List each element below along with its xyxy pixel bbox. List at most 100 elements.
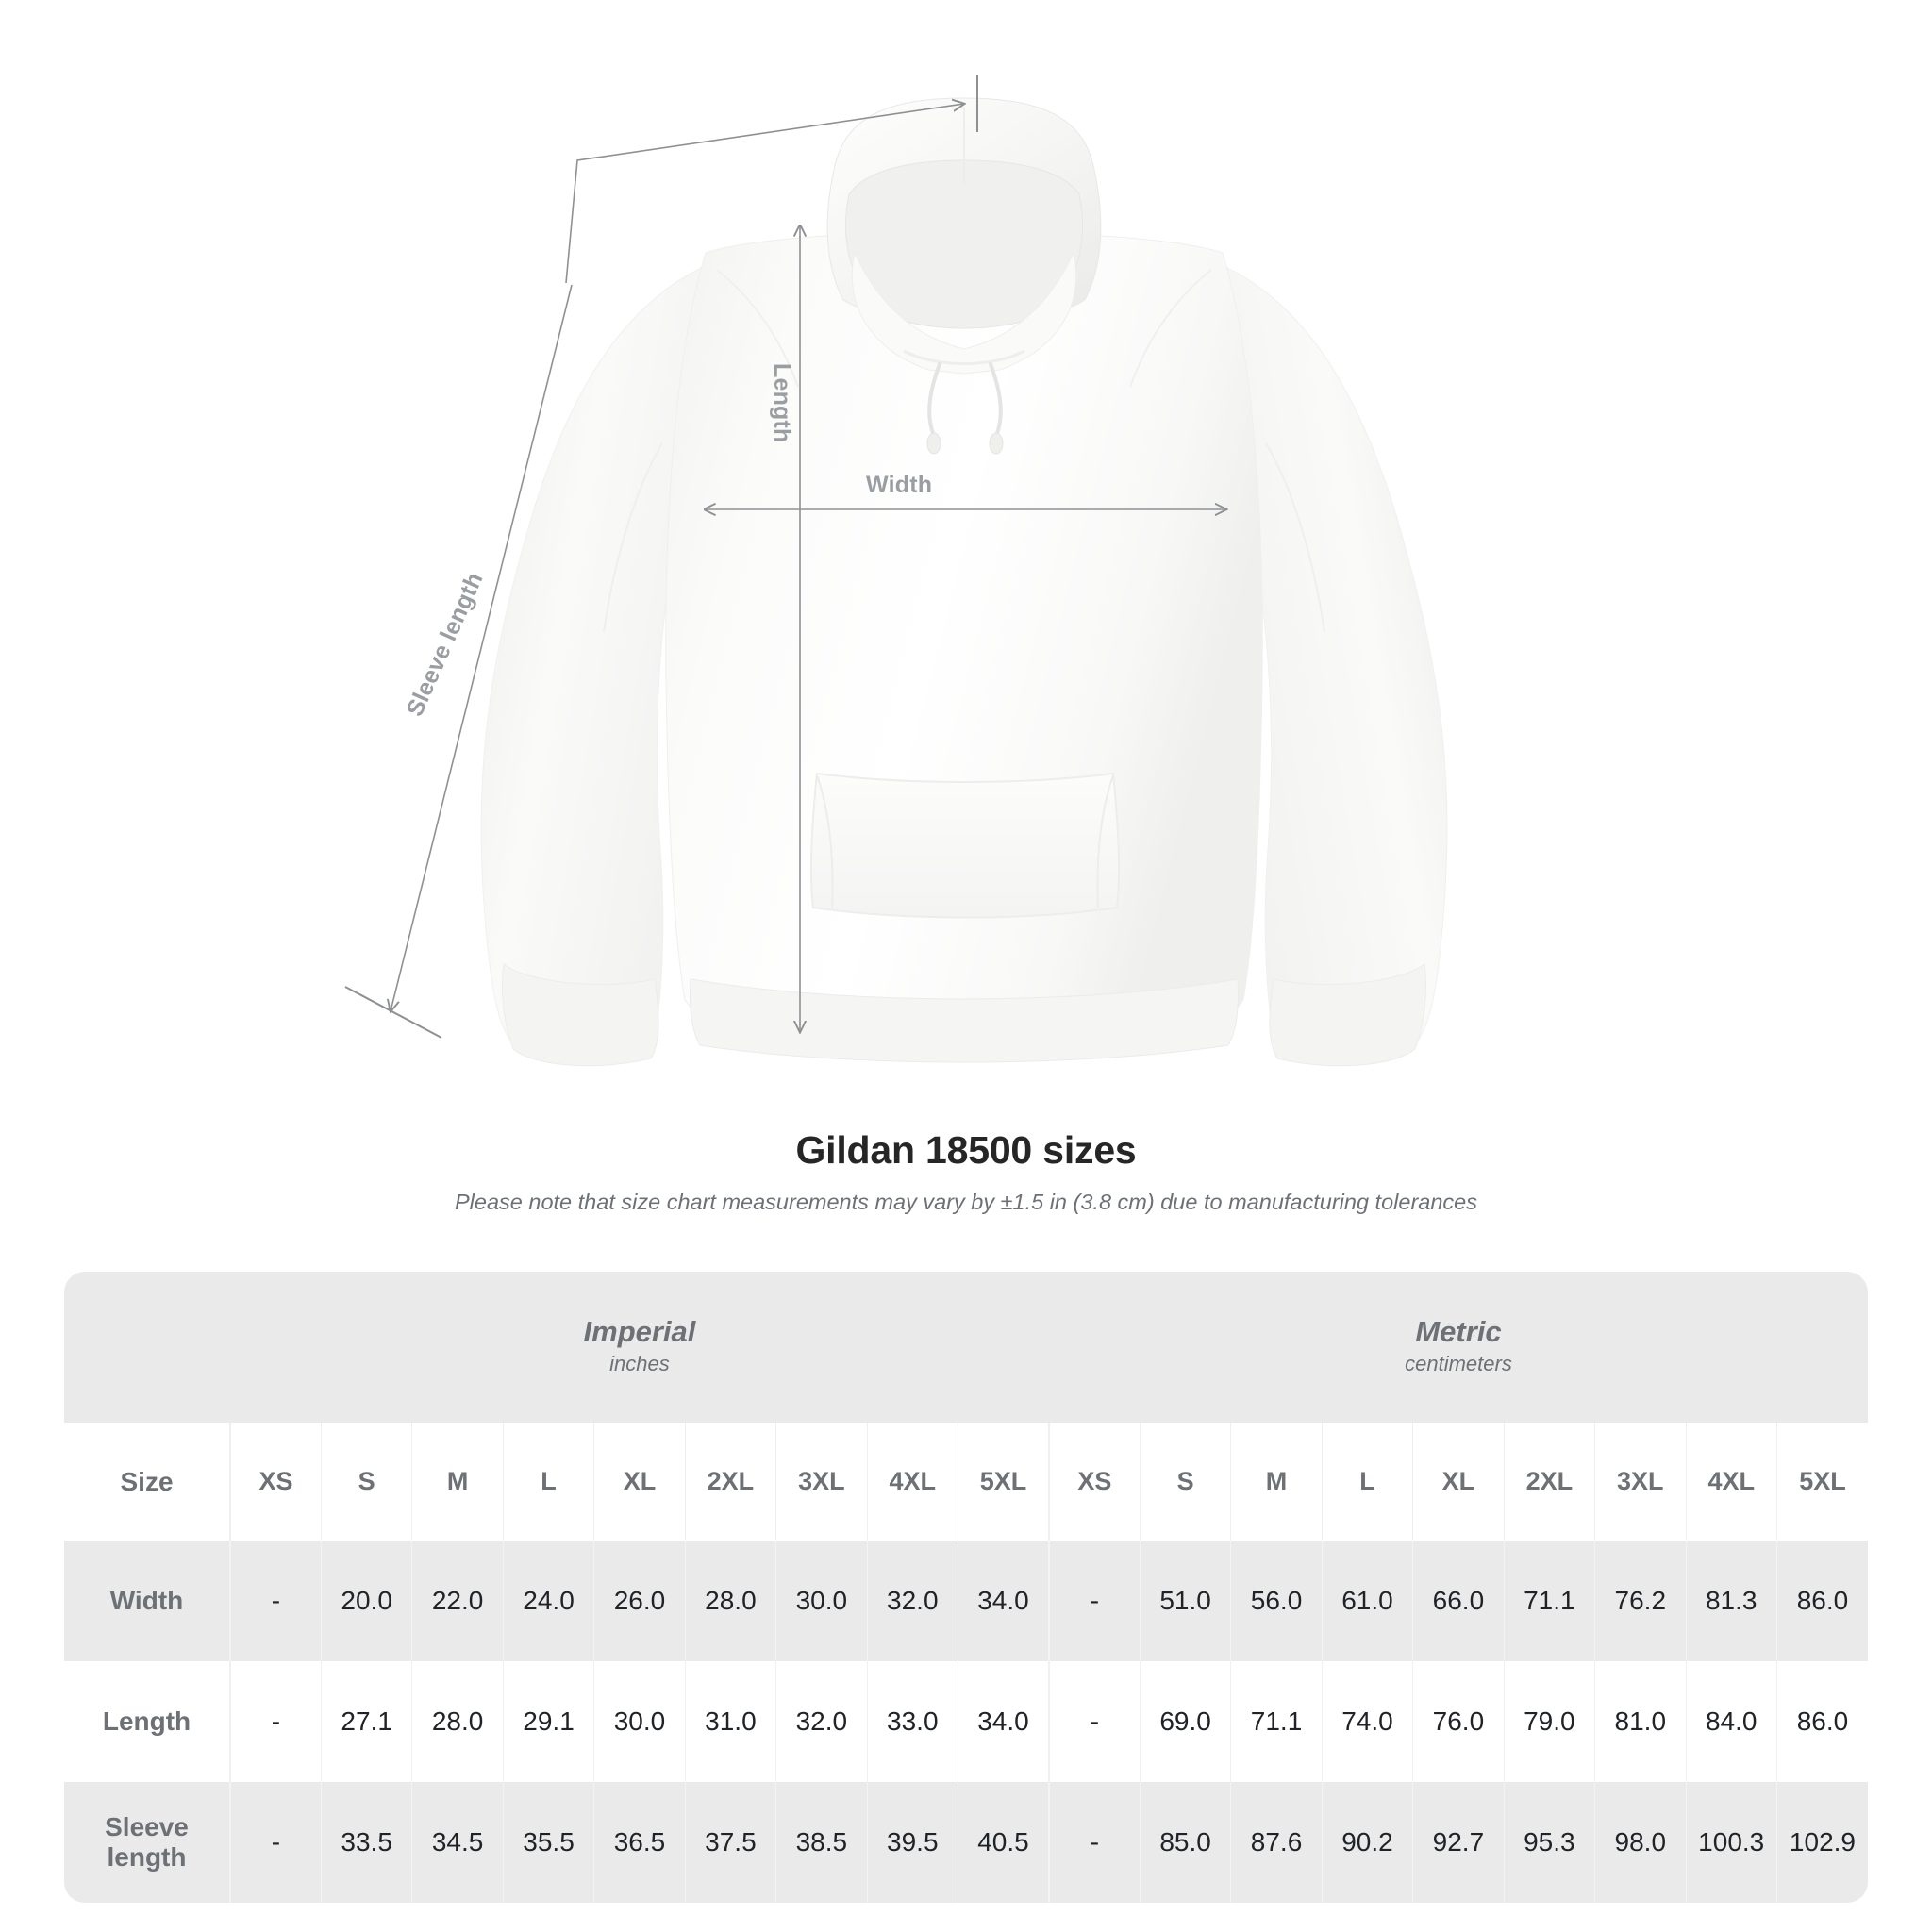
size-header-imperial-4xl: 4XL — [866, 1423, 958, 1541]
size-header-imperial-xs: XS — [228, 1423, 322, 1541]
cell-width-imperial-s: 20.0 — [320, 1541, 412, 1661]
size-header-imperial-l: L — [502, 1423, 594, 1541]
size-table-container: Imperial inches Metric centimeters Size … — [64, 1272, 1868, 1903]
sleeve-end-tick — [344, 986, 442, 1039]
cell-length-metric-xs: - — [1047, 1661, 1141, 1782]
cell-sleeve-metric-xl: 92.7 — [1412, 1782, 1505, 1903]
table-row: Length - 27.1 28.0 29.1 30.0 31.0 32.0 3… — [64, 1661, 1868, 1782]
cell-width-imperial-l: 24.0 — [502, 1541, 594, 1661]
cell-length-imperial-xl: 30.0 — [593, 1661, 686, 1782]
cell-length-metric-m: 71.1 — [1230, 1661, 1323, 1782]
cell-width-metric-l: 61.0 — [1321, 1541, 1413, 1661]
cell-length-metric-5xl: 86.0 — [1775, 1661, 1868, 1782]
row-label-sleeve-length: Sleeve length — [64, 1782, 230, 1903]
cell-sleeve-imperial-s: 33.5 — [320, 1782, 412, 1903]
cell-sleeve-metric-xs: - — [1047, 1782, 1141, 1903]
page-title: Gildan 18500 sizes — [795, 1128, 1137, 1172]
cell-width-metric-3xl: 76.2 — [1594, 1541, 1686, 1661]
size-header-metric-l: L — [1321, 1423, 1413, 1541]
cell-sleeve-imperial-3xl: 38.5 — [775, 1782, 868, 1903]
cell-length-imperial-3xl: 32.0 — [775, 1661, 868, 1782]
cell-length-metric-2xl: 79.0 — [1503, 1661, 1595, 1782]
cell-width-imperial-3xl: 30.0 — [775, 1541, 868, 1661]
row-label-length: Length — [64, 1661, 230, 1782]
cell-width-imperial-5xl: 34.0 — [957, 1541, 1049, 1661]
unit-group-imperial: Imperial inches — [230, 1272, 1049, 1423]
size-header-metric-m: M — [1230, 1423, 1323, 1541]
cell-width-metric-s: 51.0 — [1139, 1541, 1231, 1661]
size-header-imperial-s: S — [320, 1423, 412, 1541]
chart-title-block: Gildan 18500 sizes Please note that size… — [0, 1128, 1932, 1215]
unit-sub-metric: centimeters — [1405, 1352, 1512, 1376]
cell-sleeve-metric-5xl: 102.9 — [1775, 1782, 1868, 1903]
cell-sleeve-metric-4xl: 100.3 — [1685, 1782, 1777, 1903]
unit-group-metric: Metric centimeters — [1048, 1272, 1868, 1423]
size-header-label: Size — [64, 1423, 230, 1541]
length-dimension-label: Length — [769, 363, 795, 443]
cell-length-metric-s: 69.0 — [1139, 1661, 1231, 1782]
size-header-imperial-3xl: 3XL — [775, 1423, 868, 1541]
cell-length-imperial-m: 28.0 — [411, 1661, 504, 1782]
cell-width-imperial-4xl: 32.0 — [866, 1541, 958, 1661]
cell-length-metric-l: 74.0 — [1321, 1661, 1413, 1782]
size-header-metric-xl: XL — [1412, 1423, 1505, 1541]
cell-sleeve-imperial-xl: 36.5 — [593, 1782, 686, 1903]
sleeve-dimension-line — [391, 284, 573, 1011]
cell-sleeve-metric-m: 87.6 — [1230, 1782, 1323, 1903]
measurement-lines — [344, 75, 1226, 1039]
cell-sleeve-imperial-2xl: 37.5 — [684, 1782, 776, 1903]
size-header-metric-4xl: 4XL — [1685, 1423, 1777, 1541]
size-header-metric-3xl: 3XL — [1594, 1423, 1686, 1541]
cell-width-metric-xl: 66.0 — [1412, 1541, 1505, 1661]
sleeve-top-leader — [565, 104, 964, 284]
size-header-row: Size XS S M L XL 2XL 3XL 4XL 5XL XS S M … — [64, 1423, 1868, 1541]
unit-name-imperial: Imperial — [583, 1314, 696, 1348]
cell-sleeve-metric-3xl: 98.0 — [1594, 1782, 1686, 1903]
cell-width-metric-m: 56.0 — [1230, 1541, 1323, 1661]
size-header-metric-2xl: 2XL — [1503, 1423, 1595, 1541]
cell-length-imperial-xs: - — [228, 1661, 322, 1782]
row-label-width: Width — [64, 1541, 230, 1661]
size-header-imperial-2xl: 2XL — [684, 1423, 776, 1541]
cell-width-imperial-m: 22.0 — [411, 1541, 504, 1661]
cell-sleeve-imperial-m: 34.5 — [411, 1782, 504, 1903]
cell-length-imperial-5xl: 34.0 — [957, 1661, 1049, 1782]
cell-length-imperial-l: 29.1 — [502, 1661, 594, 1782]
cell-length-metric-xl: 76.0 — [1412, 1661, 1505, 1782]
cell-width-imperial-xl: 26.0 — [593, 1541, 686, 1661]
size-header-metric-xs: XS — [1047, 1423, 1141, 1541]
cell-length-imperial-2xl: 31.0 — [684, 1661, 776, 1782]
cell-sleeve-metric-s: 85.0 — [1139, 1782, 1231, 1903]
unit-row-corner — [64, 1272, 230, 1423]
cell-width-metric-2xl: 71.1 — [1503, 1541, 1595, 1661]
width-dimension-label: Width — [866, 472, 933, 498]
cell-width-metric-xs: - — [1047, 1541, 1141, 1661]
cell-length-imperial-s: 27.1 — [320, 1661, 412, 1782]
cell-sleeve-imperial-xs: - — [228, 1782, 322, 1903]
cell-sleeve-imperial-4xl: 39.5 — [866, 1782, 958, 1903]
size-header-imperial-5xl: 5XL — [957, 1423, 1049, 1541]
cell-sleeve-metric-l: 90.2 — [1321, 1782, 1413, 1903]
size-header-metric-5xl: 5XL — [1775, 1423, 1868, 1541]
garment-measurement-diagram: Length Width Sleeve length — [344, 75, 1448, 1067]
cell-sleeve-imperial-5xl: 40.5 — [957, 1782, 1049, 1903]
size-header-imperial-m: M — [411, 1423, 504, 1541]
table-row: Width - 20.0 22.0 24.0 26.0 28.0 30.0 32… — [64, 1541, 1868, 1661]
cell-length-imperial-4xl: 33.0 — [866, 1661, 958, 1782]
cell-width-imperial-xs: - — [228, 1541, 322, 1661]
hoodie-illustration — [344, 75, 1448, 1067]
cell-width-metric-5xl: 86.0 — [1775, 1541, 1868, 1661]
cell-sleeve-imperial-l: 35.5 — [502, 1782, 594, 1903]
hoodie-graphic — [480, 97, 1448, 1067]
cell-length-metric-4xl: 84.0 — [1685, 1661, 1777, 1782]
cell-width-metric-4xl: 81.3 — [1685, 1541, 1777, 1661]
unit-name-metric: Metric — [1415, 1314, 1502, 1348]
size-header-metric-s: S — [1139, 1423, 1231, 1541]
table-row: Sleeve length - 33.5 34.5 35.5 36.5 37.5… — [64, 1782, 1868, 1903]
tolerance-note: Please note that size chart measurements… — [455, 1190, 1477, 1214]
unit-header-row: Imperial inches Metric centimeters — [64, 1272, 1868, 1423]
cell-length-metric-3xl: 81.0 — [1594, 1661, 1686, 1782]
size-header-imperial-xl: XL — [593, 1423, 686, 1541]
size-chart-table: Imperial inches Metric centimeters Size … — [64, 1272, 1868, 1903]
